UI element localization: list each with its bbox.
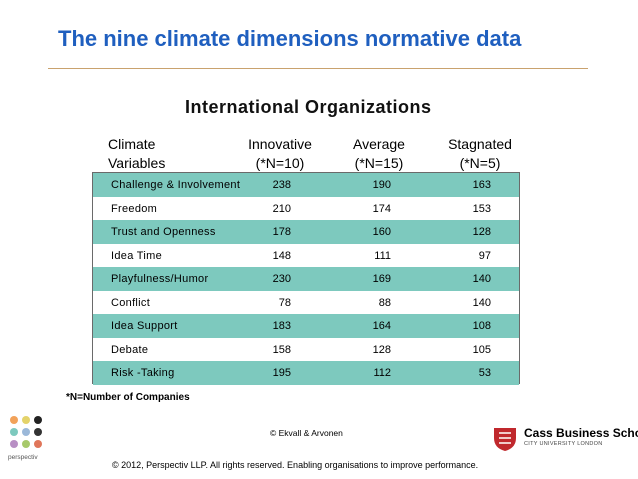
innovative-value: 78 <box>278 296 291 309</box>
innovative-value: 230 <box>272 273 291 285</box>
stagnated-value: 53 <box>478 367 491 379</box>
table-row: Playfulness/Humor 230 169 140 <box>93 267 519 291</box>
average-value: 128 <box>372 343 391 356</box>
row-label: Conflict <box>111 296 151 309</box>
title-divider <box>48 68 588 69</box>
average-value: 111 <box>374 249 391 262</box>
header-variables-line2: Variables <box>108 155 166 171</box>
table-row: Challenge & Involvement 238 190 163 <box>93 173 519 197</box>
stagnated-value: 140 <box>472 273 491 285</box>
stagnated-value: 163 <box>472 179 491 191</box>
innovative-value: 183 <box>272 320 291 332</box>
row-label: Idea Time <box>111 249 163 262</box>
stagnated-value: 108 <box>472 320 491 332</box>
innovative-value: 178 <box>272 226 291 238</box>
innovative-value: 158 <box>272 343 291 356</box>
header-variables-line1: Climate <box>108 136 156 152</box>
row-label: Debate <box>111 343 149 356</box>
average-value: 164 <box>372 320 391 332</box>
innovative-value: 195 <box>272 367 291 379</box>
copyright-notice: © 2012, Perspectiv LLP. All rights reser… <box>112 460 479 470</box>
header-average: Average (*N=15) <box>342 135 416 173</box>
innovative-value: 148 <box>272 249 291 262</box>
footnote: *N=Number of Companies <box>66 392 190 403</box>
header-variables: Climate Variables <box>108 135 165 173</box>
stagnated-value: 97 <box>478 249 491 262</box>
table-row: Debate 158 128 105 <box>93 338 519 362</box>
perspectiv-logo-text: perspectiv <box>8 454 38 461</box>
stagnated-value: 128 <box>472 226 491 238</box>
header-innovative-line2: (*N=10) <box>255 155 305 171</box>
average-value: 160 <box>372 226 391 238</box>
average-value: 88 <box>378 296 391 309</box>
header-average-line2: (*N=15) <box>354 155 404 171</box>
cass-university-name: CITY UNIVERSITY LONDON <box>524 441 603 447</box>
header-innovative-line1: Innovative <box>248 136 312 152</box>
crest-icon <box>494 428 516 451</box>
row-label: Trust and Openness <box>111 226 216 238</box>
dots-logo-icon <box>10 416 42 448</box>
row-label: Playfulness/Humor <box>111 273 209 285</box>
stagnated-value: 105 <box>472 343 491 356</box>
source-credit: © Ekvall & Arvonen <box>270 428 343 438</box>
stagnated-value: 140 <box>472 296 491 309</box>
table-row: Idea Support 183 164 108 <box>93 314 519 338</box>
average-value: 169 <box>372 273 391 285</box>
row-label: Challenge & Involvement <box>111 179 241 191</box>
header-innovative: Innovative (*N=10) <box>244 135 316 173</box>
table-row: Risk -Taking 195 112 53 <box>93 361 519 385</box>
innovative-value: 238 <box>272 179 291 191</box>
average-value: 174 <box>372 202 391 215</box>
table-row: Trust and Openness 178 160 128 <box>93 220 519 244</box>
header-stagnated-line1: Stagnated <box>448 136 512 152</box>
row-label: Risk -Taking <box>111 367 175 379</box>
stagnated-value: 153 <box>472 202 491 215</box>
table-subtitle: International Organizations <box>185 97 432 117</box>
table-row: Idea Time 148 111 97 <box>93 244 519 268</box>
header-stagnated: Stagnated (*N=5) <box>440 135 520 173</box>
data-table: Challenge & Involvement 238 190 163 Free… <box>92 172 520 385</box>
header-average-line1: Average <box>353 136 405 152</box>
average-value: 112 <box>373 367 391 379</box>
cass-school-name: Cass Business School <box>524 426 638 440</box>
page-title: The nine climate dimensions normative da… <box>58 26 522 51</box>
perspectiv-logo: perspectiv <box>8 414 48 464</box>
row-label: Freedom <box>111 202 158 215</box>
innovative-value: 210 <box>272 202 291 215</box>
table-row: Conflict 78 88 140 <box>93 291 519 315</box>
row-label: Idea Support <box>111 320 178 332</box>
average-value: 190 <box>372 179 391 191</box>
cass-logo: Cass Business School CITY UNIVERSITY LON… <box>490 424 638 457</box>
table-row: Freedom 210 174 153 <box>93 197 519 221</box>
header-stagnated-line2: (*N=5) <box>459 155 501 171</box>
